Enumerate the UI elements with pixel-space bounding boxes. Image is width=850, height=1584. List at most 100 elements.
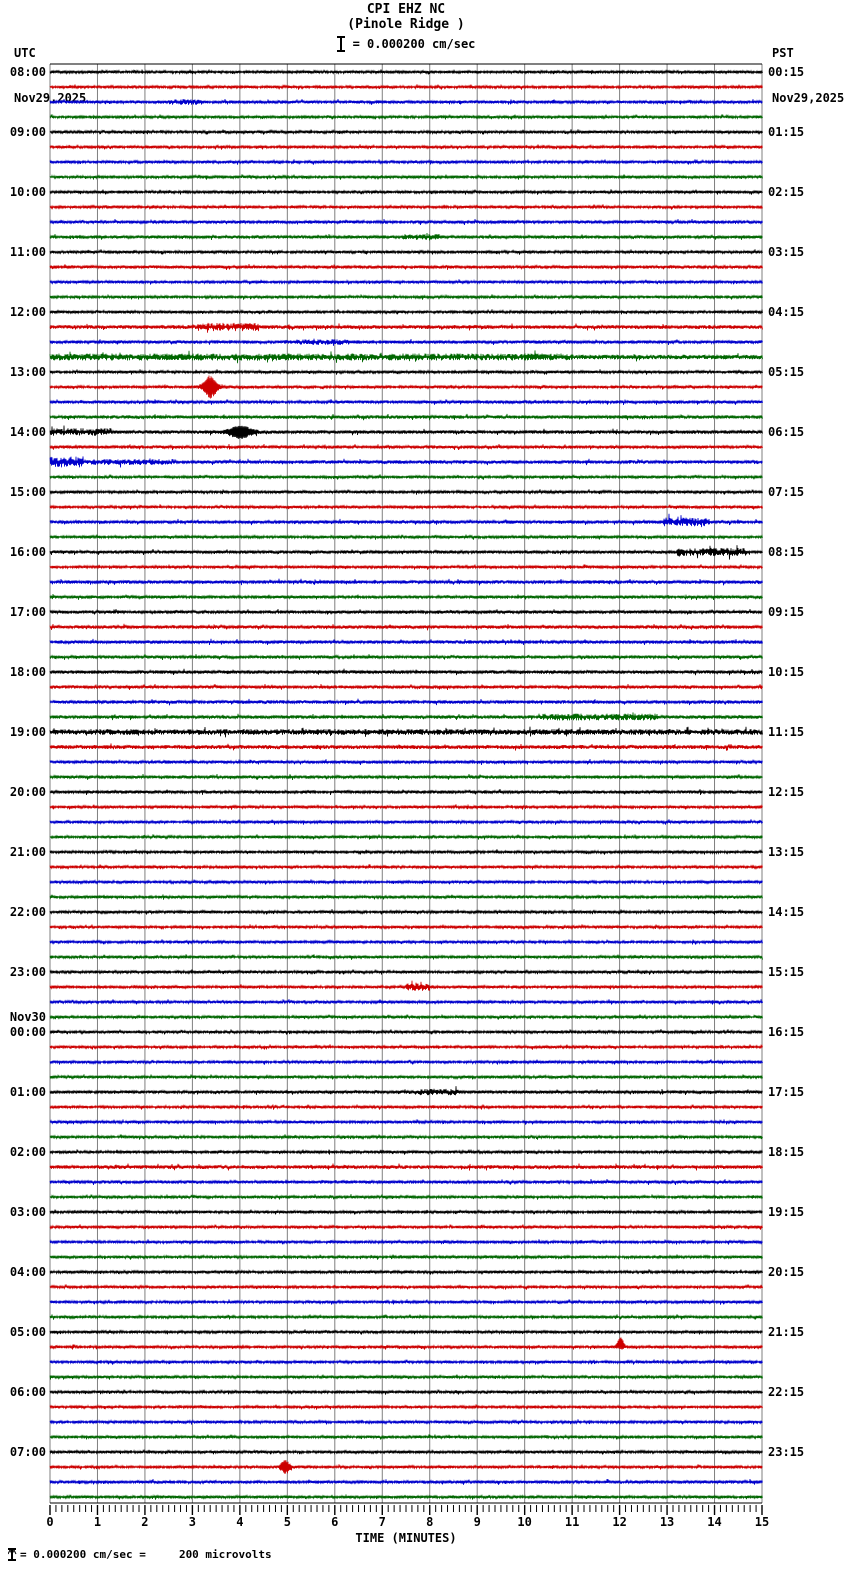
- trace-row: [49, 1209, 763, 1215]
- trace-row: [49, 564, 763, 570]
- x-axis-tick-label: 0: [46, 1515, 54, 1529]
- trace-row: [49, 204, 763, 210]
- pst-hour-label: 11:15: [768, 725, 805, 739]
- trace-row: [49, 1460, 763, 1474]
- trace-row: [49, 864, 763, 870]
- x-axis-tick-label: 11: [564, 1515, 580, 1529]
- utc-hour-label: 03:00: [9, 1205, 46, 1219]
- trace-row: [49, 773, 763, 780]
- amplitude-scale-icon: [336, 36, 345, 52]
- trace-row: [49, 413, 763, 421]
- trace-row: [49, 98, 763, 105]
- pst-hour-label: 21:15: [768, 1325, 805, 1339]
- trace-row: [49, 504, 763, 510]
- pst-timezone-label: PST: [772, 46, 794, 60]
- trace-row: [49, 849, 763, 855]
- trace-row: [49, 279, 763, 285]
- x-axis-tick-label: 5: [283, 1515, 291, 1529]
- trace-row: [49, 788, 763, 796]
- trace-row: [49, 1119, 763, 1125]
- station-subtitle: (Pinole Ridge ): [347, 17, 465, 32]
- pst-hour-label: 02:15: [768, 185, 805, 199]
- trace-row: [49, 1014, 763, 1020]
- pst-hour-label: 14:15: [768, 905, 805, 919]
- trace-row: [49, 758, 763, 766]
- trace-row: [49, 1314, 763, 1320]
- footer-scale-note: = 0.000200 cm/sec = 200 microvolts: [8, 1548, 272, 1561]
- trace-row: [49, 638, 763, 646]
- utc-hour-label: 14:00: [9, 425, 46, 439]
- pst-hour-label: 04:15: [768, 305, 805, 319]
- utc-hour-label: 23:00: [9, 965, 46, 979]
- utc-hour-label: 00:00: [9, 1025, 46, 1039]
- x-axis-tick-label: 2: [141, 1515, 149, 1529]
- amplitude-scale: = 0.000200 cm/sec: [50, 36, 762, 52]
- trace-row: [49, 654, 763, 661]
- utc-hour-label: 04:00: [9, 1265, 46, 1279]
- pst-hour-label: 20:15: [768, 1265, 805, 1279]
- trace-row: [49, 456, 763, 468]
- trace-row: [49, 309, 763, 315]
- x-axis-tick-label: 6: [331, 1515, 339, 1529]
- trace-row: [49, 425, 763, 439]
- trace-row: [49, 1239, 763, 1245]
- pst-hour-label: 19:15: [768, 1205, 805, 1219]
- pst-hour-label: 18:15: [768, 1145, 805, 1159]
- trace-row: [49, 1269, 763, 1275]
- pst-header: PST Nov29,2025: [772, 16, 844, 136]
- trace-row: [49, 350, 763, 364]
- utc-hour-label: 11:00: [9, 245, 46, 259]
- trace-row: [49, 1284, 763, 1290]
- pst-hour-label: 09:15: [768, 605, 805, 619]
- trace-row: [49, 84, 763, 90]
- trace-row: [49, 159, 763, 165]
- x-axis-tick-label: 3: [188, 1515, 197, 1529]
- trace-row: [49, 804, 763, 810]
- trace-row: [49, 668, 763, 676]
- x-axis-tick-label: 4: [236, 1515, 244, 1529]
- utc-hour-label: 20:00: [9, 785, 46, 799]
- trace-row: [49, 1224, 763, 1230]
- trace-row: [49, 338, 763, 346]
- trace-row: [49, 834, 763, 840]
- x-axis-tick-label: 9: [473, 1515, 481, 1529]
- trace-row: [49, 909, 763, 915]
- pst-hour-label: 23:15: [768, 1445, 805, 1459]
- utc-timezone-label: UTC: [14, 46, 36, 60]
- x-axis-tick-label: 7: [378, 1515, 386, 1529]
- trace-row: [49, 232, 763, 241]
- pst-hour-label: 05:15: [768, 365, 805, 379]
- trace-row: [49, 369, 763, 375]
- trace-row: [49, 1059, 763, 1065]
- date-rollover-label: Nov30: [9, 1010, 46, 1024]
- trace-row: [49, 1359, 763, 1365]
- utc-hour-label: 17:00: [9, 605, 46, 619]
- utc-hour-label: 01:00: [9, 1085, 46, 1099]
- pst-hour-label: 17:15: [768, 1085, 805, 1099]
- pst-hour-label: 16:15: [768, 1025, 805, 1039]
- x-axis-title: TIME (MINUTES): [355, 1531, 457, 1545]
- utc-hour-label: 13:00: [9, 365, 46, 379]
- trace-row: [49, 294, 763, 300]
- trace-row: [49, 894, 763, 900]
- trace-row: [49, 980, 763, 991]
- x-axis-tick-label: 14: [707, 1515, 722, 1529]
- trace-row: [49, 174, 763, 180]
- x-axis-tick-label: 12: [612, 1515, 627, 1529]
- trace-row: [49, 1449, 763, 1455]
- pst-hour-label: 03:15: [768, 245, 805, 259]
- trace-row: [49, 399, 763, 406]
- utc-hour-label: 22:00: [9, 905, 46, 919]
- utc-hour-label: 06:00: [9, 1385, 46, 1399]
- station-header: CPI EHZ NC (Pinole Ridge ) = 0.000200 cm…: [50, 2, 762, 52]
- trace-row: [49, 1299, 763, 1305]
- trace-row: [49, 1163, 763, 1171]
- footer-note-text: = 0.000200 cm/sec = 200 microvolts: [20, 1548, 272, 1561]
- trace-row: [49, 322, 763, 333]
- trace-row: [49, 249, 763, 255]
- utc-hour-label: 02:00: [9, 1145, 46, 1159]
- trace-row: [49, 594, 763, 601]
- trace-row: [49, 1086, 763, 1096]
- trace-row: [49, 1404, 763, 1410]
